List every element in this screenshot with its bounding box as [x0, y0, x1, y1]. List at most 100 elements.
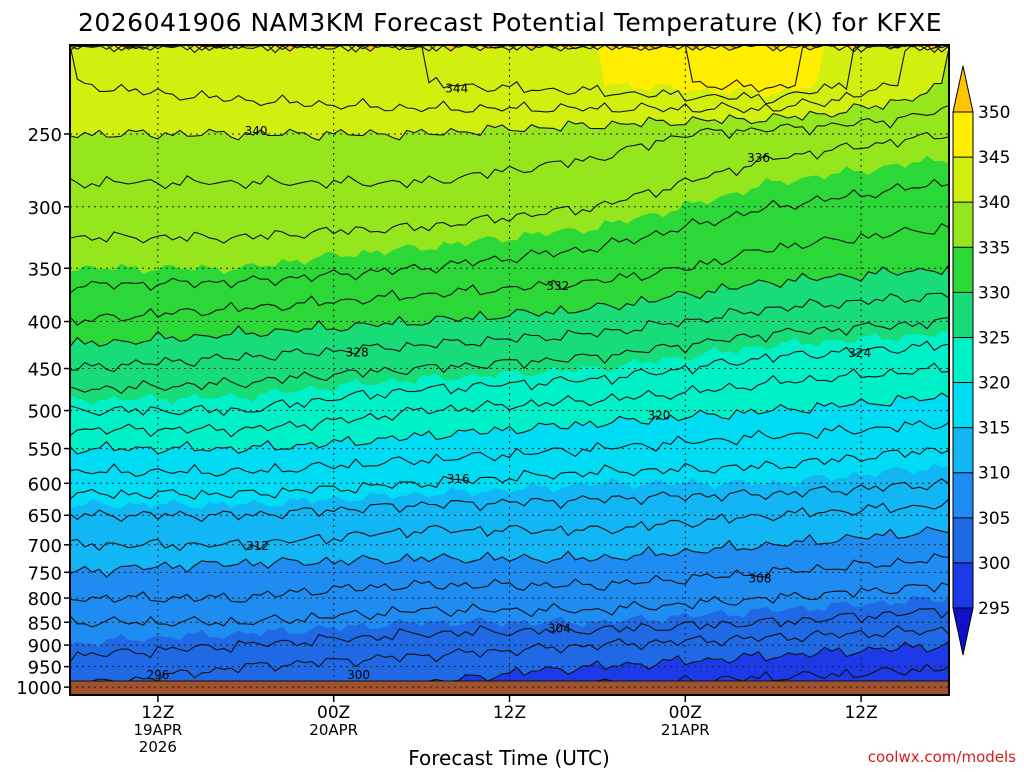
ground-strip [70, 681, 949, 695]
contour-label-332: 332 [546, 279, 569, 293]
contour-label-312: 312 [246, 539, 269, 553]
y-tick-label-1000: 1000 [16, 678, 62, 699]
colorbar-label-320: 320 [978, 374, 1010, 394]
colorbar-label-340: 340 [978, 193, 1010, 213]
contour-label-340: 340 [245, 124, 268, 138]
contour-label-324: 324 [848, 346, 871, 360]
x-tick-label-30-0: 12Z [493, 703, 526, 723]
colorbar-swatch-325 [953, 292, 973, 338]
contour-328 [69, 292, 950, 373]
contour-318 [69, 420, 950, 477]
y-tick-label-600: 600 [28, 474, 62, 495]
contour-label-320: 320 [647, 409, 670, 423]
y-tick-label-550: 550 [28, 440, 62, 461]
y-tick-label-400: 400 [28, 313, 62, 334]
x-tick-label-6-0: 12Z [141, 703, 174, 723]
y-tick-label-800: 800 [28, 589, 62, 610]
colorbar-label-295: 295 [978, 599, 1010, 619]
colorbar-label-315: 315 [978, 419, 1010, 439]
y-tick-label-300: 300 [28, 198, 62, 219]
x-tick-label-6-2: 2026 [139, 738, 177, 756]
y-tick-label-750: 750 [28, 563, 62, 584]
contour-label-336: 336 [747, 151, 770, 165]
x-tick-label-54-0: 12Z [844, 703, 877, 723]
x-tick-label-6-1: 19APR [133, 721, 182, 739]
y-tick-label-700: 700 [28, 536, 62, 557]
contour-338 [69, 104, 950, 190]
contour-340 [69, 47, 950, 141]
colorbar-swatch-345 [953, 112, 973, 158]
contour-label-328: 328 [346, 345, 369, 359]
contour-314 [69, 478, 950, 523]
contour-label-308: 308 [749, 572, 772, 586]
colorbar-swatch-315 [953, 382, 973, 428]
pressure-axis: 2503003504004505005506006507007508008509… [16, 125, 70, 699]
contour-344 [70, 44, 949, 105]
y-tick-label-950: 950 [28, 658, 62, 679]
contour-300 [70, 640, 950, 682]
x-tick-label-42-0: 00Z [669, 703, 702, 723]
colorbar: 350 345 340 335 330 325 320 315 310 305 300 295 [952, 65, 1010, 656]
x-tick-label-42-1: 21APR [661, 721, 710, 739]
colorbar-swatch-335 [953, 202, 973, 248]
watermark: coolwx.com/models [868, 748, 1016, 766]
contour-332 [69, 222, 950, 326]
contour-label-316: 316 [447, 472, 470, 486]
y-tick-label-450: 450 [28, 360, 62, 381]
x-tick-label-18-0: 00Z [317, 703, 350, 723]
contour-326 [69, 316, 950, 394]
theta-color-fill [70, 45, 949, 681]
contour-324 [69, 340, 950, 417]
contour-labels: 296 300 304 308 312 316 320 324 328 332 336 340 344 [146, 81, 871, 682]
colorbar-swatch-295 [953, 562, 973, 608]
colorbar-bottom-arrow [952, 607, 974, 656]
y-tick-label-500: 500 [28, 402, 62, 423]
colorbar-top-arrow [952, 65, 974, 113]
x-axis-label: Forecast Time (UTC) [408, 746, 610, 768]
y-tick-label-850: 850 [28, 613, 62, 634]
contour-342 [69, 44, 950, 114]
colorbar-label-345: 345 [978, 148, 1010, 168]
y-tick-label-900: 900 [28, 636, 62, 657]
contour-320 [69, 392, 950, 455]
contour-316 [69, 447, 950, 500]
colorbar-label-350: 350 [978, 103, 1010, 123]
contour-322 [69, 362, 950, 438]
colorbar-label-330: 330 [978, 283, 1010, 303]
colorbar-label-305: 305 [978, 509, 1010, 529]
grid-lines [70, 45, 949, 688]
contour-308 [69, 553, 950, 603]
colorbar-swatch-305 [953, 472, 973, 518]
contour-label-300: 300 [347, 668, 370, 682]
contour-334 [69, 178, 950, 294]
colorbar-swatch-340 [953, 157, 973, 203]
y-tick-label-350: 350 [28, 259, 62, 280]
colorbar-swatch-320 [953, 337, 973, 383]
contour-306 [69, 582, 950, 628]
surface-ground [70, 681, 949, 695]
contour-312 [69, 498, 950, 552]
contour-label-304: 304 [548, 621, 571, 635]
contour-label-344: 344 [445, 81, 468, 95]
contour-310 [69, 526, 950, 578]
colorbar-swatch-310 [953, 427, 973, 473]
chart-title: 2026041906 NAM3KM Forecast Potential Tem… [78, 8, 942, 37]
colorbar-label-325: 325 [978, 328, 1010, 348]
contour-label-296: 296 [146, 668, 169, 682]
colorbar-swatch-300 [953, 517, 973, 563]
y-tick-label-650: 650 [28, 506, 62, 527]
contour-336 [69, 131, 950, 244]
contour-304 [69, 608, 950, 663]
contour-330 [69, 264, 950, 347]
x-tick-label-18-1: 20APR [309, 721, 358, 739]
colorbar-label-300: 300 [978, 554, 1010, 574]
colorbar-swatch-330 [953, 247, 973, 293]
contour-302 [70, 625, 950, 682]
colorbar-label-335: 335 [978, 238, 1010, 258]
y-tick-label-250: 250 [28, 125, 62, 146]
colorbar-label-310: 310 [978, 464, 1010, 484]
band-above-350 [70, 45, 949, 52]
